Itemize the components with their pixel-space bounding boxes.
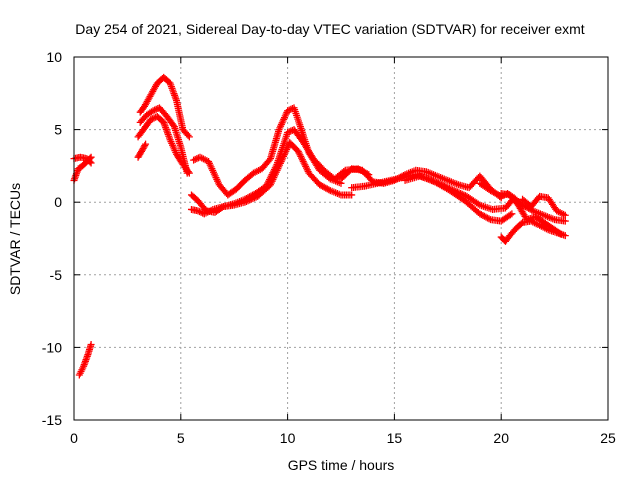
data-point [194,207,202,215]
data-point [322,184,330,192]
data-point [303,166,311,174]
y-tick-label: 0 [54,194,62,210]
data-point [296,151,304,159]
data-point [299,157,307,165]
y-tick-label: -5 [50,267,63,283]
data-point [320,183,328,191]
data-point [298,156,306,164]
chart-title: Day 254 of 2021, Sidereal Day-to-day VTE… [75,21,584,37]
series-track-f [134,113,193,177]
series-track-q [519,192,569,219]
data-point [317,182,325,190]
y-tick-label: 5 [54,122,62,138]
axis-ticks: 0 5 10 15 20 25 -15 -10 -5 0 5 10 [42,49,616,446]
data-point [561,211,569,219]
data-point [480,212,488,220]
data-point [247,195,255,203]
series-track-p [497,217,569,245]
data-point [491,189,499,197]
data-point [242,197,250,205]
data-point [295,149,303,157]
data-point [485,215,493,223]
series-track-m [401,172,516,225]
data-point [185,169,193,177]
data-point [284,107,292,115]
data-point [141,142,149,150]
series-track-d [136,73,193,141]
data-point [142,140,150,148]
series-track-g [134,140,150,161]
data-point [87,159,95,167]
plot-frame [73,56,609,421]
y-tick-label: 10 [46,49,62,65]
data-point [323,185,331,193]
data-point [284,129,292,137]
data-point [477,211,485,219]
y-axis-label: SDTVAR / TECUs [7,183,23,295]
data-point [241,198,249,206]
x-tick-label: 20 [493,430,509,446]
data-point [151,106,159,114]
data-point [346,166,354,174]
data-point [249,195,257,203]
x-axis-label: GPS time / hours [288,457,395,473]
data-point [297,152,305,160]
data-point [476,210,484,218]
data-point [302,162,310,170]
data-point [302,164,310,172]
data-point [561,232,569,240]
x-tick-label: 25 [600,430,616,446]
data-point [300,159,308,167]
data-point [184,168,192,176]
x-tick-label: 15 [387,430,403,446]
data-point [148,115,156,123]
series-track-h [190,104,345,199]
data-point [285,128,293,136]
data-point [319,182,327,190]
data-point [191,155,199,163]
data-point [86,158,94,166]
x-tick-label: 5 [177,430,185,446]
data-point [195,208,203,216]
data-point [294,147,302,155]
data-point [149,107,157,115]
data-point [494,191,502,199]
y-tick-label: -15 [42,412,62,428]
series-track-j [187,139,356,218]
data-point [483,214,491,222]
series-track-c [75,340,95,379]
data-point [169,121,177,129]
data-point [298,154,306,162]
data-point [246,196,254,204]
data-point [87,340,95,348]
data-point [301,161,309,169]
data-point [185,133,193,141]
data-point [506,211,514,219]
data-point [490,188,498,196]
data-point [184,131,192,139]
data-point [325,186,333,194]
data-points [70,73,569,379]
data-point [250,194,258,202]
data-point [348,191,356,199]
data-point [244,197,252,205]
data-point [316,181,324,189]
data-point [482,213,490,221]
data-point [147,115,155,123]
data-point [479,211,487,219]
x-tick-label: 0 [70,430,78,446]
x-tick-label: 10 [280,430,296,446]
data-point [508,210,516,218]
data-point [487,187,495,195]
data-point [190,156,198,164]
data-point [517,220,525,228]
data-point [488,187,496,195]
y-tick-label: -10 [42,339,62,355]
